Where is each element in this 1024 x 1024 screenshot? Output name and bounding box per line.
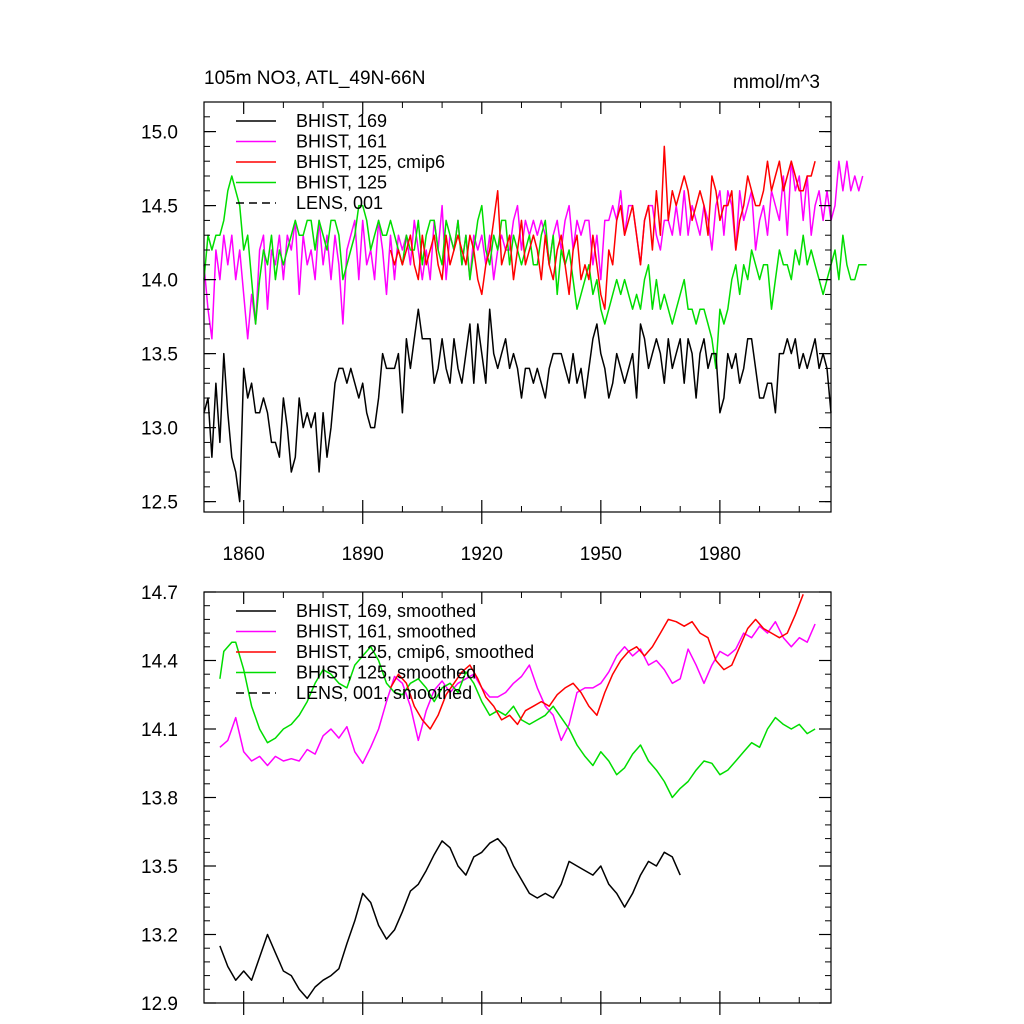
y-tick-label: 13.2 [141, 926, 178, 947]
x-tick-label: 1860 [223, 544, 265, 565]
series-line-bhist-125-cmip6-smoothed [389, 594, 804, 730]
legend-label: BHIST, 161 [296, 132, 387, 152]
y-tick-label: 15.0 [141, 123, 178, 144]
x-tick-label: 1890 [342, 544, 384, 565]
y-tick-label: 14.5 [141, 197, 178, 218]
series-line-bhist-169-smoothed [219, 837, 681, 1000]
y-tick-label: 14.1 [141, 720, 178, 741]
series-line-bhist-125 [203, 175, 867, 370]
y-tick-label: 13.5 [141, 345, 178, 366]
y-tick-label: 13.0 [141, 419, 178, 440]
y-tick-label: 12.5 [141, 493, 178, 514]
x-tick-label: 1950 [580, 544, 622, 565]
smoothed-series [219, 594, 816, 1000]
y-tick-label: 13.5 [141, 857, 178, 878]
legend-label: BHIST, 169 [296, 111, 387, 131]
raw-plot-frame [203, 101, 832, 513]
y-tick-label: 14.7 [141, 583, 178, 604]
y-tick-label: 14.4 [141, 652, 178, 673]
legend-label: BHIST, 125, cmip6, smoothed [296, 642, 534, 662]
legend-label: BHIST, 169, smoothed [296, 601, 476, 621]
series-line-bhist-169 [203, 308, 832, 503]
chart-title: 105m NO3, ATL_49N-66N [204, 68, 425, 89]
smoothed-chart: 12.9 13.2 13.5 13.8 14.1 14.4 14.7 BHIST, 169,… [141, 583, 832, 1015]
y-tick-label: 13.8 [141, 789, 178, 810]
units-label: mmol/m^3 [733, 72, 820, 93]
legend-label: BHIST, 125, cmip6 [296, 152, 445, 172]
legend-label: BHIST, 161, smoothed [296, 622, 476, 642]
legend-label: LENS, 001 [296, 193, 383, 213]
y-tick-label: 12.9 [141, 994, 178, 1015]
legend-label: BHIST, 125 [296, 173, 387, 193]
x-tick-label: 1920 [461, 544, 503, 565]
x-tick-label: 1980 [699, 544, 741, 565]
y-tick-label: 14.0 [141, 271, 178, 292]
series-line-bhist-125-cmip6 [389, 145, 816, 310]
legend-label: LENS, 001, smoothed [296, 683, 472, 703]
raw-chart: 105m NO3, ATL_49N-66N mmol/m^3 12.513.01… [141, 68, 867, 565]
legend-label: BHIST, 125, smoothed [296, 663, 476, 683]
series-line-bhist-125-smoothed [219, 641, 816, 799]
series-line-bhist-161 [203, 160, 864, 340]
raw-axes: 12.5 13.0 13.5 14.0 14.5 15.0 1860 1890 1920 1950… [141, 101, 831, 565]
raw-series [203, 145, 867, 503]
smoothed-axes: 12.9 13.2 13.5 13.8 14.1 14.4 14.7 [141, 583, 831, 1015]
